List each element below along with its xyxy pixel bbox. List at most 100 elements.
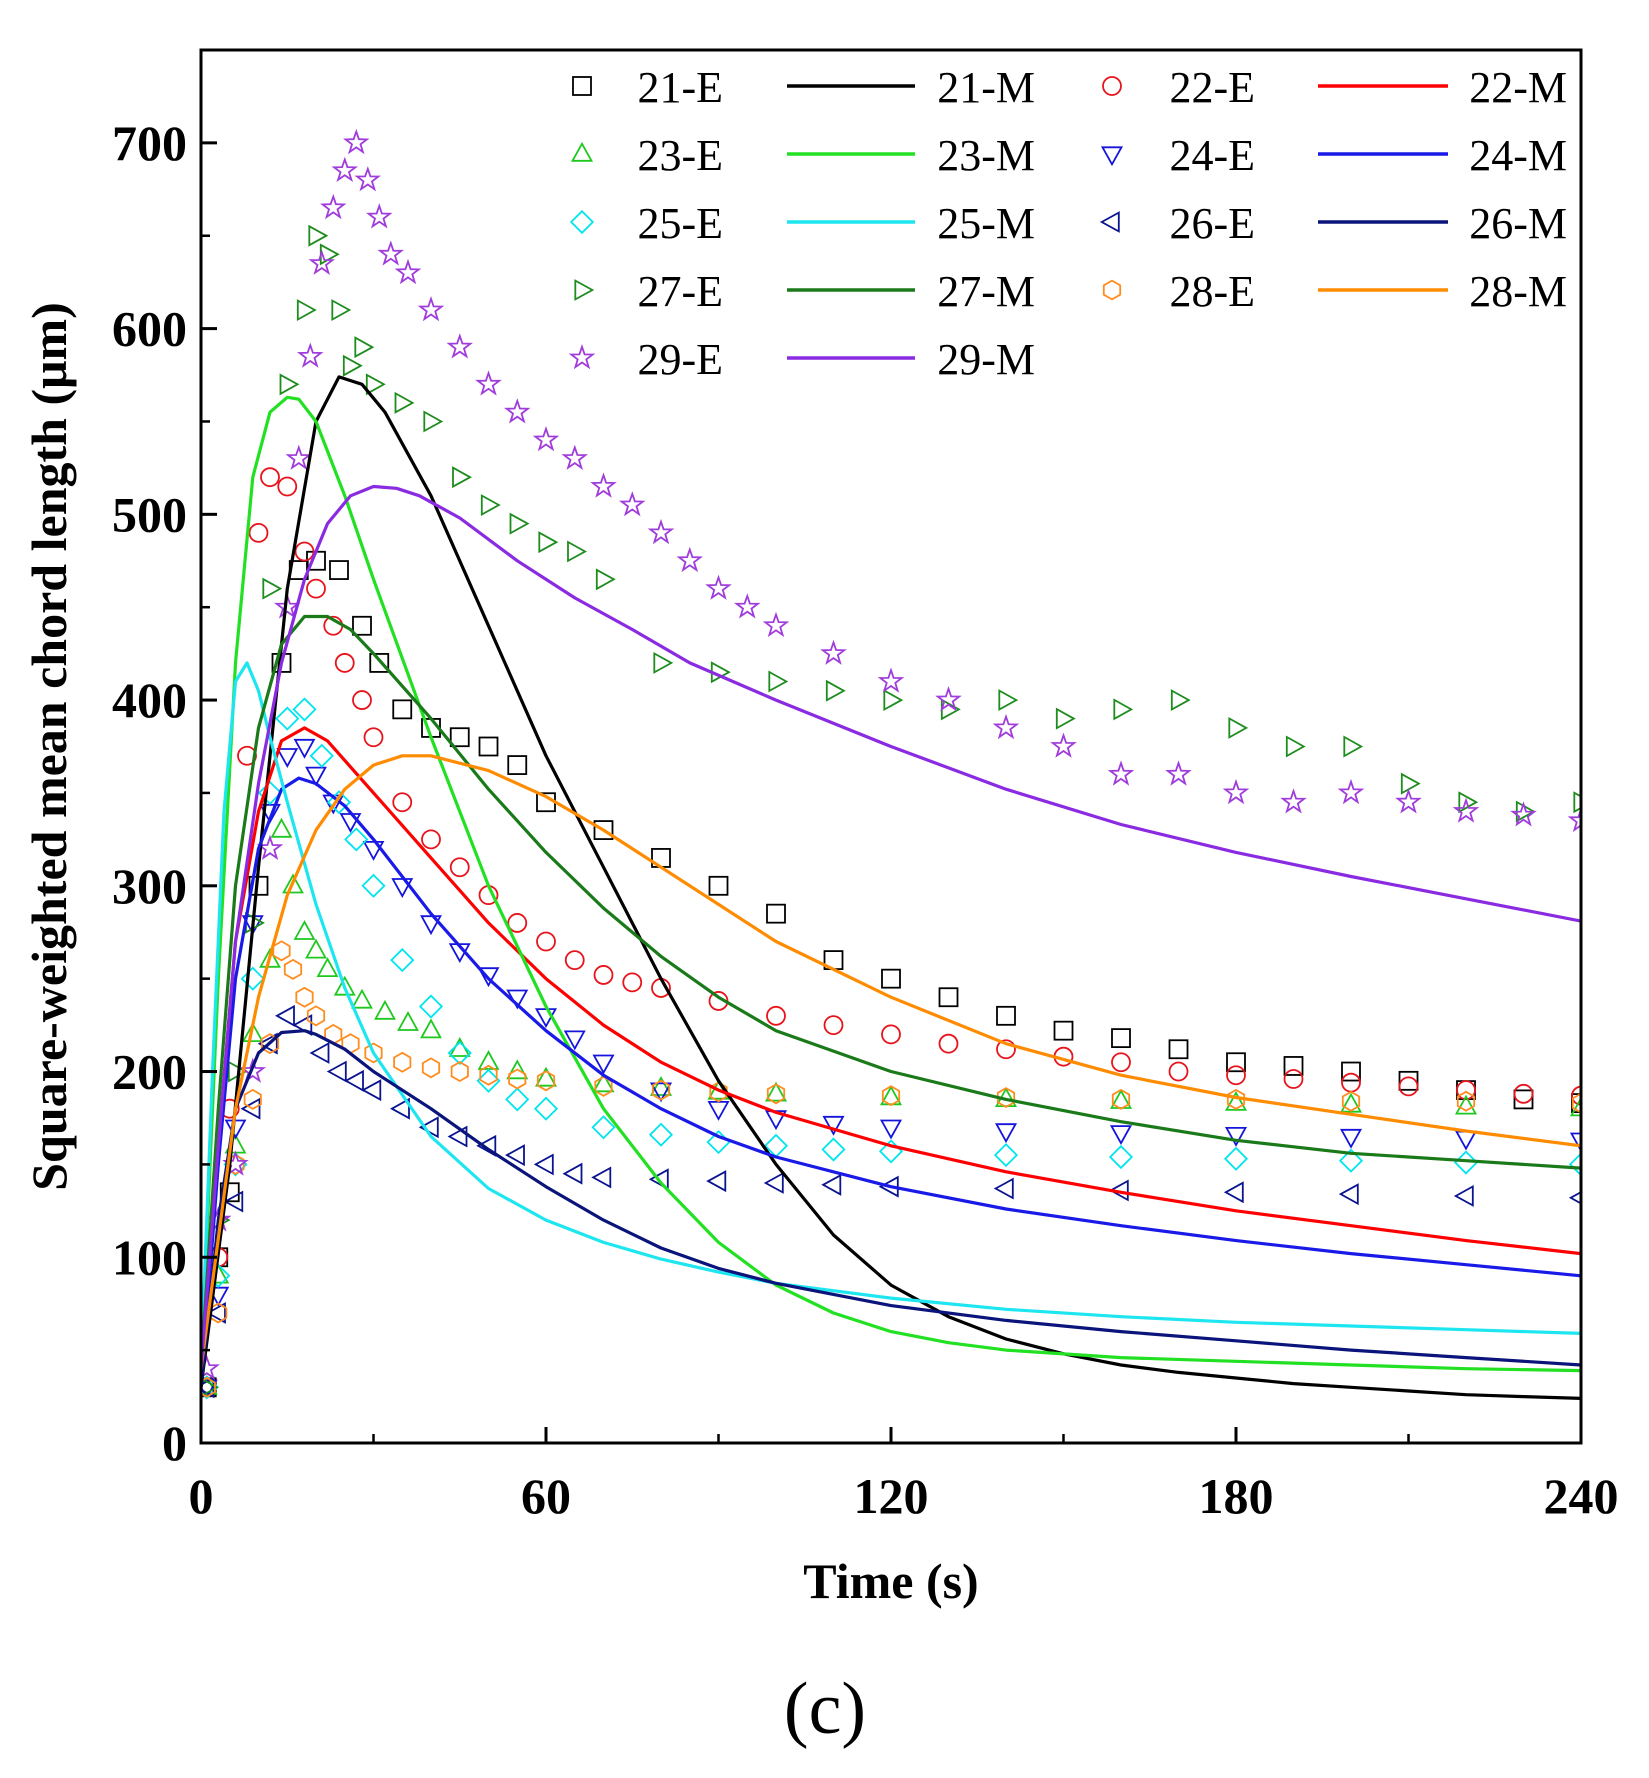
point-26-E-29 (1568, 1191, 1581, 1205)
point-25-E-5 (275, 706, 300, 731)
point-28-E-27 (1456, 1090, 1476, 1112)
point-24-E-17 (563, 1030, 586, 1051)
legend-label-26-E: 26-E (1169, 199, 1255, 248)
point-29-E-29 (820, 639, 847, 665)
point-23-E-11 (351, 988, 373, 1009)
point-21-E-14 (507, 755, 528, 775)
point-22-E-36 (1456, 1080, 1476, 1101)
point-28-E-24 (1111, 1088, 1131, 1110)
point-29-E-22 (590, 472, 617, 498)
point-21-E-13 (478, 736, 499, 757)
point-21-E-30 (1398, 1070, 1419, 1091)
point-25-E-28 (1568, 1152, 1581, 1177)
point-22-E-25 (823, 1015, 844, 1035)
point-22-E-32 (1226, 1065, 1246, 1086)
point-24-E-25 (1109, 1125, 1133, 1146)
chart-legend: 21-E 21-M 22-E 22-M 23-E 23-M 24-E 24-M 25-E 25-M… (568, 63, 1567, 384)
point-23-E-26 (1224, 1090, 1248, 1111)
point-28-E-4 (260, 1033, 280, 1055)
point-24-E-23 (879, 1119, 903, 1140)
point-22-E-12 (363, 727, 384, 748)
y-tick-label-0: 0 (162, 1415, 187, 1471)
point-22-E-34 (1341, 1072, 1361, 1093)
x-tick-label-60: 60 (521, 1468, 571, 1524)
point-27-E-34 (1400, 772, 1421, 795)
point-29-E-8 (308, 249, 336, 275)
point-23-E-13 (397, 1011, 419, 1031)
x-tick-label-180: 180 (1199, 1468, 1274, 1524)
point-25-E-14 (476, 1068, 501, 1093)
point-28-E-7 (295, 986, 314, 1008)
point-24-E-14 (477, 967, 500, 988)
point-21-E-19 (766, 903, 786, 924)
y-tick-label-600: 600 (112, 301, 187, 357)
point-28-E-15 (479, 1064, 498, 1086)
point-26-E-21 (763, 1171, 784, 1194)
legend-label-27-E: 27-E (637, 267, 723, 316)
point-29-E-15 (394, 258, 422, 285)
legend-label-24-E: 24-E (1169, 131, 1255, 180)
point-29-E-7 (297, 342, 324, 368)
point-26-E-0 (201, 1376, 215, 1399)
legend-label-25-M: 25-M (937, 199, 1035, 248)
point-29-E-6 (285, 444, 313, 470)
point-23-E-17 (506, 1059, 529, 1080)
point-25-E-18 (648, 1122, 674, 1147)
point-26-E-11 (390, 1097, 410, 1120)
point-21-E-25 (1111, 1028, 1131, 1049)
legend-marker-25-E (569, 209, 595, 235)
point-23-E-8 (305, 938, 327, 959)
point-21-E-32 (1513, 1089, 1534, 1110)
point-25-E-3 (240, 966, 265, 991)
point-29-E-24 (647, 518, 675, 545)
point-22-E-4 (248, 523, 269, 543)
point-29-E-25 (676, 546, 703, 573)
point-21-E-2 (219, 1182, 240, 1203)
point-28-E-16 (508, 1068, 527, 1090)
x-axis-title: Time (s) (803, 1553, 978, 1609)
point-27-E-19 (567, 540, 587, 563)
plot-area (201, 128, 1581, 1400)
point-21-E-8 (352, 615, 372, 636)
point-23-E-4 (259, 947, 281, 968)
point-24-E-12 (420, 915, 442, 936)
point-21-E-29 (1341, 1061, 1361, 1082)
point-28-E-12 (393, 1051, 412, 1073)
series-21-E (201, 550, 1581, 1398)
point-23-E-9 (316, 957, 339, 977)
point-27-E-5 (279, 373, 300, 396)
point-28-E-14 (450, 1061, 469, 1083)
point-26-E-3 (240, 1097, 261, 1120)
series-line-29-M (201, 484, 1581, 1369)
legend-label-22-M: 22-M (1469, 63, 1567, 112)
point-28-E-28 (1571, 1092, 1581, 1114)
point-27-E-30 (1170, 689, 1191, 712)
point-28-E-5 (272, 940, 291, 962)
point-27-E-15 (452, 466, 472, 489)
point-21-E-21 (881, 968, 901, 989)
point-29-E-21 (561, 444, 589, 470)
legend-entry-29-E: 29-E 29-M (568, 335, 1035, 384)
point-29-E-20 (532, 426, 560, 452)
point-26-E-18 (591, 1166, 612, 1189)
point-29-E-33 (1050, 732, 1077, 758)
point-23-E-12 (374, 999, 396, 1020)
point-29-E-5 (273, 593, 301, 619)
point-22-E-7 (294, 541, 315, 562)
point-26-E-8 (326, 1060, 347, 1083)
point-24-E-5 (276, 748, 299, 768)
point-26-E-10 (361, 1079, 382, 1102)
series-27-E (201, 224, 1581, 1398)
legend-entry-28-E: 28-E 28-M (1102, 267, 1567, 316)
point-22-E-20 (593, 965, 614, 985)
point-22-E-31 (1168, 1061, 1189, 1082)
point-29-E-19 (504, 398, 531, 424)
point-27-E-35 (1458, 791, 1479, 814)
point-23-E-5 (270, 817, 293, 838)
point-28-E-26 (1341, 1090, 1361, 1112)
point-22-E-21 (622, 972, 643, 993)
series-line-26-M (201, 1029, 1581, 1388)
point-24-E-28 (1454, 1130, 1478, 1151)
point-27-E-21 (653, 651, 674, 674)
